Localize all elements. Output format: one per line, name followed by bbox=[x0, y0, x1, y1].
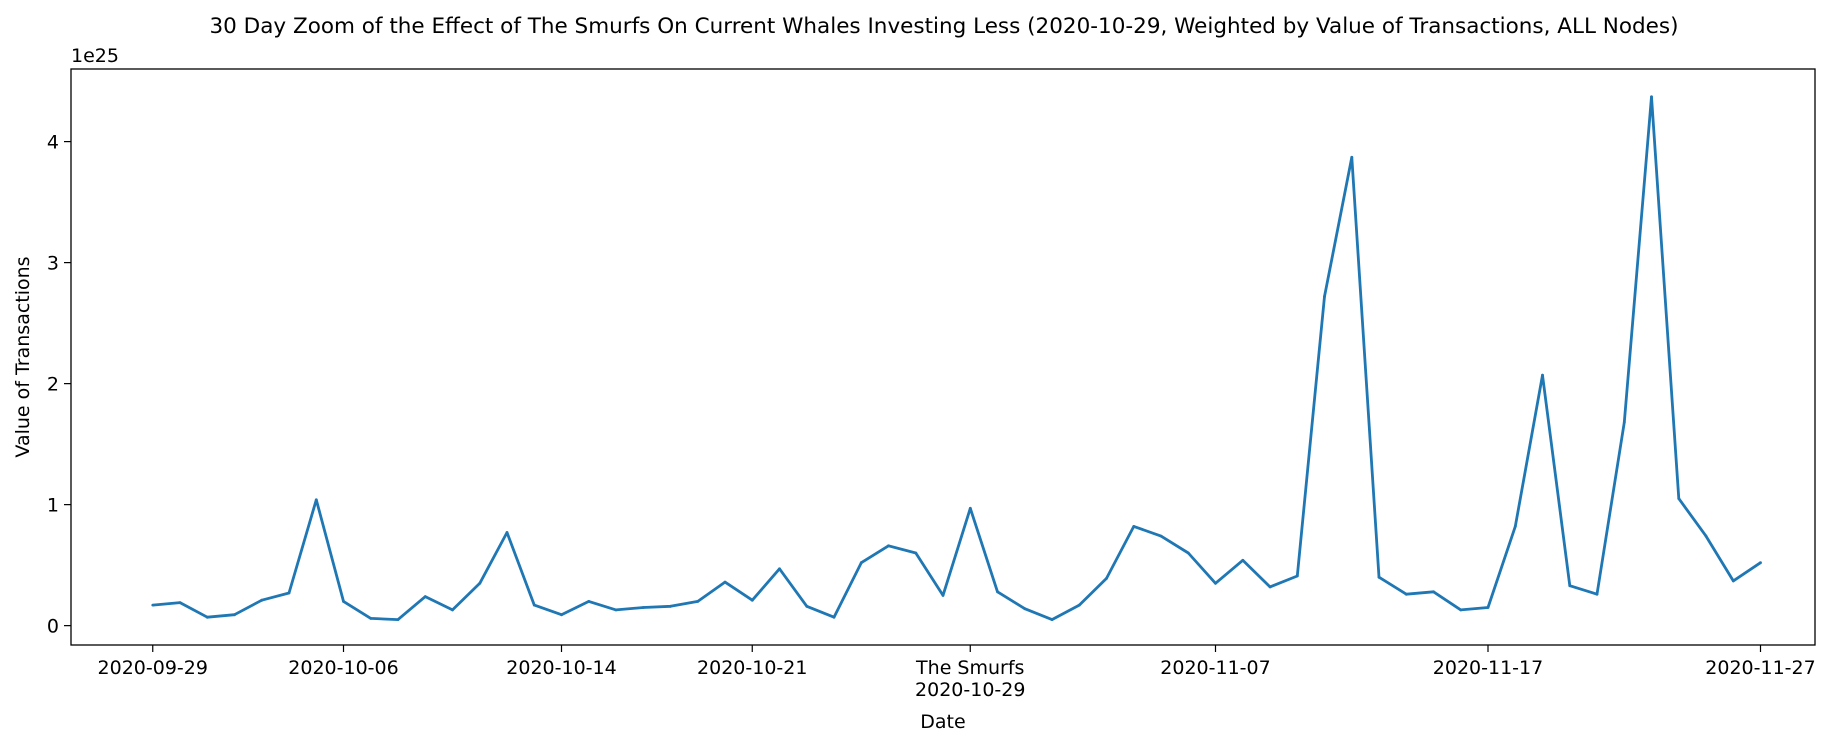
data-point bbox=[1704, 534, 1708, 538]
data-point bbox=[1268, 585, 1272, 589]
y-offset-label: 1e25 bbox=[71, 45, 119, 67]
data-point bbox=[314, 498, 318, 502]
x-tick-label: The Smurfs 2020-10-29 bbox=[915, 657, 1025, 701]
data-point bbox=[1077, 603, 1081, 607]
data-point bbox=[696, 600, 700, 603]
data-point bbox=[805, 604, 809, 608]
data-point bbox=[1295, 574, 1299, 578]
data-point bbox=[151, 603, 155, 607]
data-point bbox=[1105, 577, 1108, 580]
x-axis-label: Date bbox=[920, 711, 965, 733]
data-point bbox=[1050, 618, 1054, 621]
data-point bbox=[287, 591, 291, 595]
data-point bbox=[887, 544, 890, 548]
data-point bbox=[1513, 525, 1517, 528]
data-point bbox=[1486, 606, 1490, 609]
data-point bbox=[1731, 579, 1735, 583]
data-point bbox=[1377, 575, 1381, 579]
data-point bbox=[587, 600, 591, 603]
data-point bbox=[1023, 607, 1027, 611]
axes-frame bbox=[70, 68, 1816, 646]
x-axis: 2020-09-29 2020-10-06 2020-10-14 2020-10-21… bbox=[98, 645, 1816, 701]
data-point bbox=[178, 601, 182, 604]
data-point bbox=[1541, 373, 1544, 377]
data-point bbox=[1568, 584, 1572, 588]
data-point bbox=[1132, 525, 1136, 528]
x-tick-label: 2020-10-21 bbox=[697, 657, 807, 679]
data-point bbox=[1432, 590, 1435, 594]
data-point bbox=[233, 613, 236, 617]
data-point bbox=[669, 604, 672, 608]
y-axis-label: Value of Transactions bbox=[12, 256, 34, 457]
x-tick-label: 2020-10-14 bbox=[506, 657, 616, 679]
data-point bbox=[1241, 558, 1245, 562]
x-tick-label: 2020-11-27 bbox=[1705, 657, 1815, 679]
data-point bbox=[914, 551, 918, 555]
data-point bbox=[560, 613, 563, 617]
data-point bbox=[996, 590, 999, 594]
data-point bbox=[778, 567, 781, 571]
data-point bbox=[260, 598, 264, 602]
data-point bbox=[1595, 592, 1599, 596]
series-line bbox=[152, 95, 1762, 621]
data-point bbox=[532, 603, 536, 607]
data-point bbox=[1677, 497, 1681, 500]
data-point bbox=[614, 608, 618, 612]
data-point bbox=[1186, 551, 1190, 555]
chart-title: 30 Day Zoom of the Effect of The Smurfs … bbox=[209, 14, 1678, 39]
data-point bbox=[205, 615, 209, 619]
y-tick-label: 1 bbox=[47, 495, 59, 517]
data-point bbox=[723, 580, 727, 584]
x-tick-label: 2020-11-17 bbox=[1433, 657, 1543, 679]
data-point bbox=[941, 594, 945, 597]
data-point bbox=[1323, 295, 1326, 298]
data-point bbox=[478, 581, 482, 585]
data-point bbox=[832, 615, 836, 619]
plot-area bbox=[151, 95, 1762, 621]
x-tick-label: 2020-09-29 bbox=[98, 657, 208, 679]
data-point bbox=[1404, 592, 1408, 596]
x-tick-label: 2020-10-06 bbox=[288, 657, 398, 679]
y-tick-label: 3 bbox=[47, 253, 59, 275]
data-point bbox=[641, 606, 645, 609]
data-point bbox=[369, 617, 373, 620]
data-point bbox=[859, 561, 863, 565]
y-tick-label: 2 bbox=[47, 374, 59, 396]
data-point bbox=[750, 598, 754, 602]
data-point bbox=[423, 595, 427, 598]
data-point bbox=[505, 531, 509, 534]
data-point bbox=[1159, 534, 1163, 538]
data-point bbox=[1622, 420, 1626, 424]
y-axis: 0 1 2 3 4 bbox=[47, 132, 71, 638]
data-point bbox=[451, 608, 454, 612]
data-point bbox=[1459, 608, 1463, 612]
y-tick-label: 4 bbox=[47, 132, 59, 154]
y-tick-label: 0 bbox=[47, 616, 59, 638]
data-point bbox=[968, 506, 972, 510]
data-point bbox=[1350, 155, 1354, 159]
data-point bbox=[1214, 581, 1217, 585]
data-point bbox=[396, 618, 400, 621]
data-point bbox=[342, 600, 345, 603]
x-tick-label: 2020-11-07 bbox=[1160, 657, 1270, 679]
data-point bbox=[1759, 561, 1762, 565]
data-point bbox=[1650, 95, 1653, 99]
